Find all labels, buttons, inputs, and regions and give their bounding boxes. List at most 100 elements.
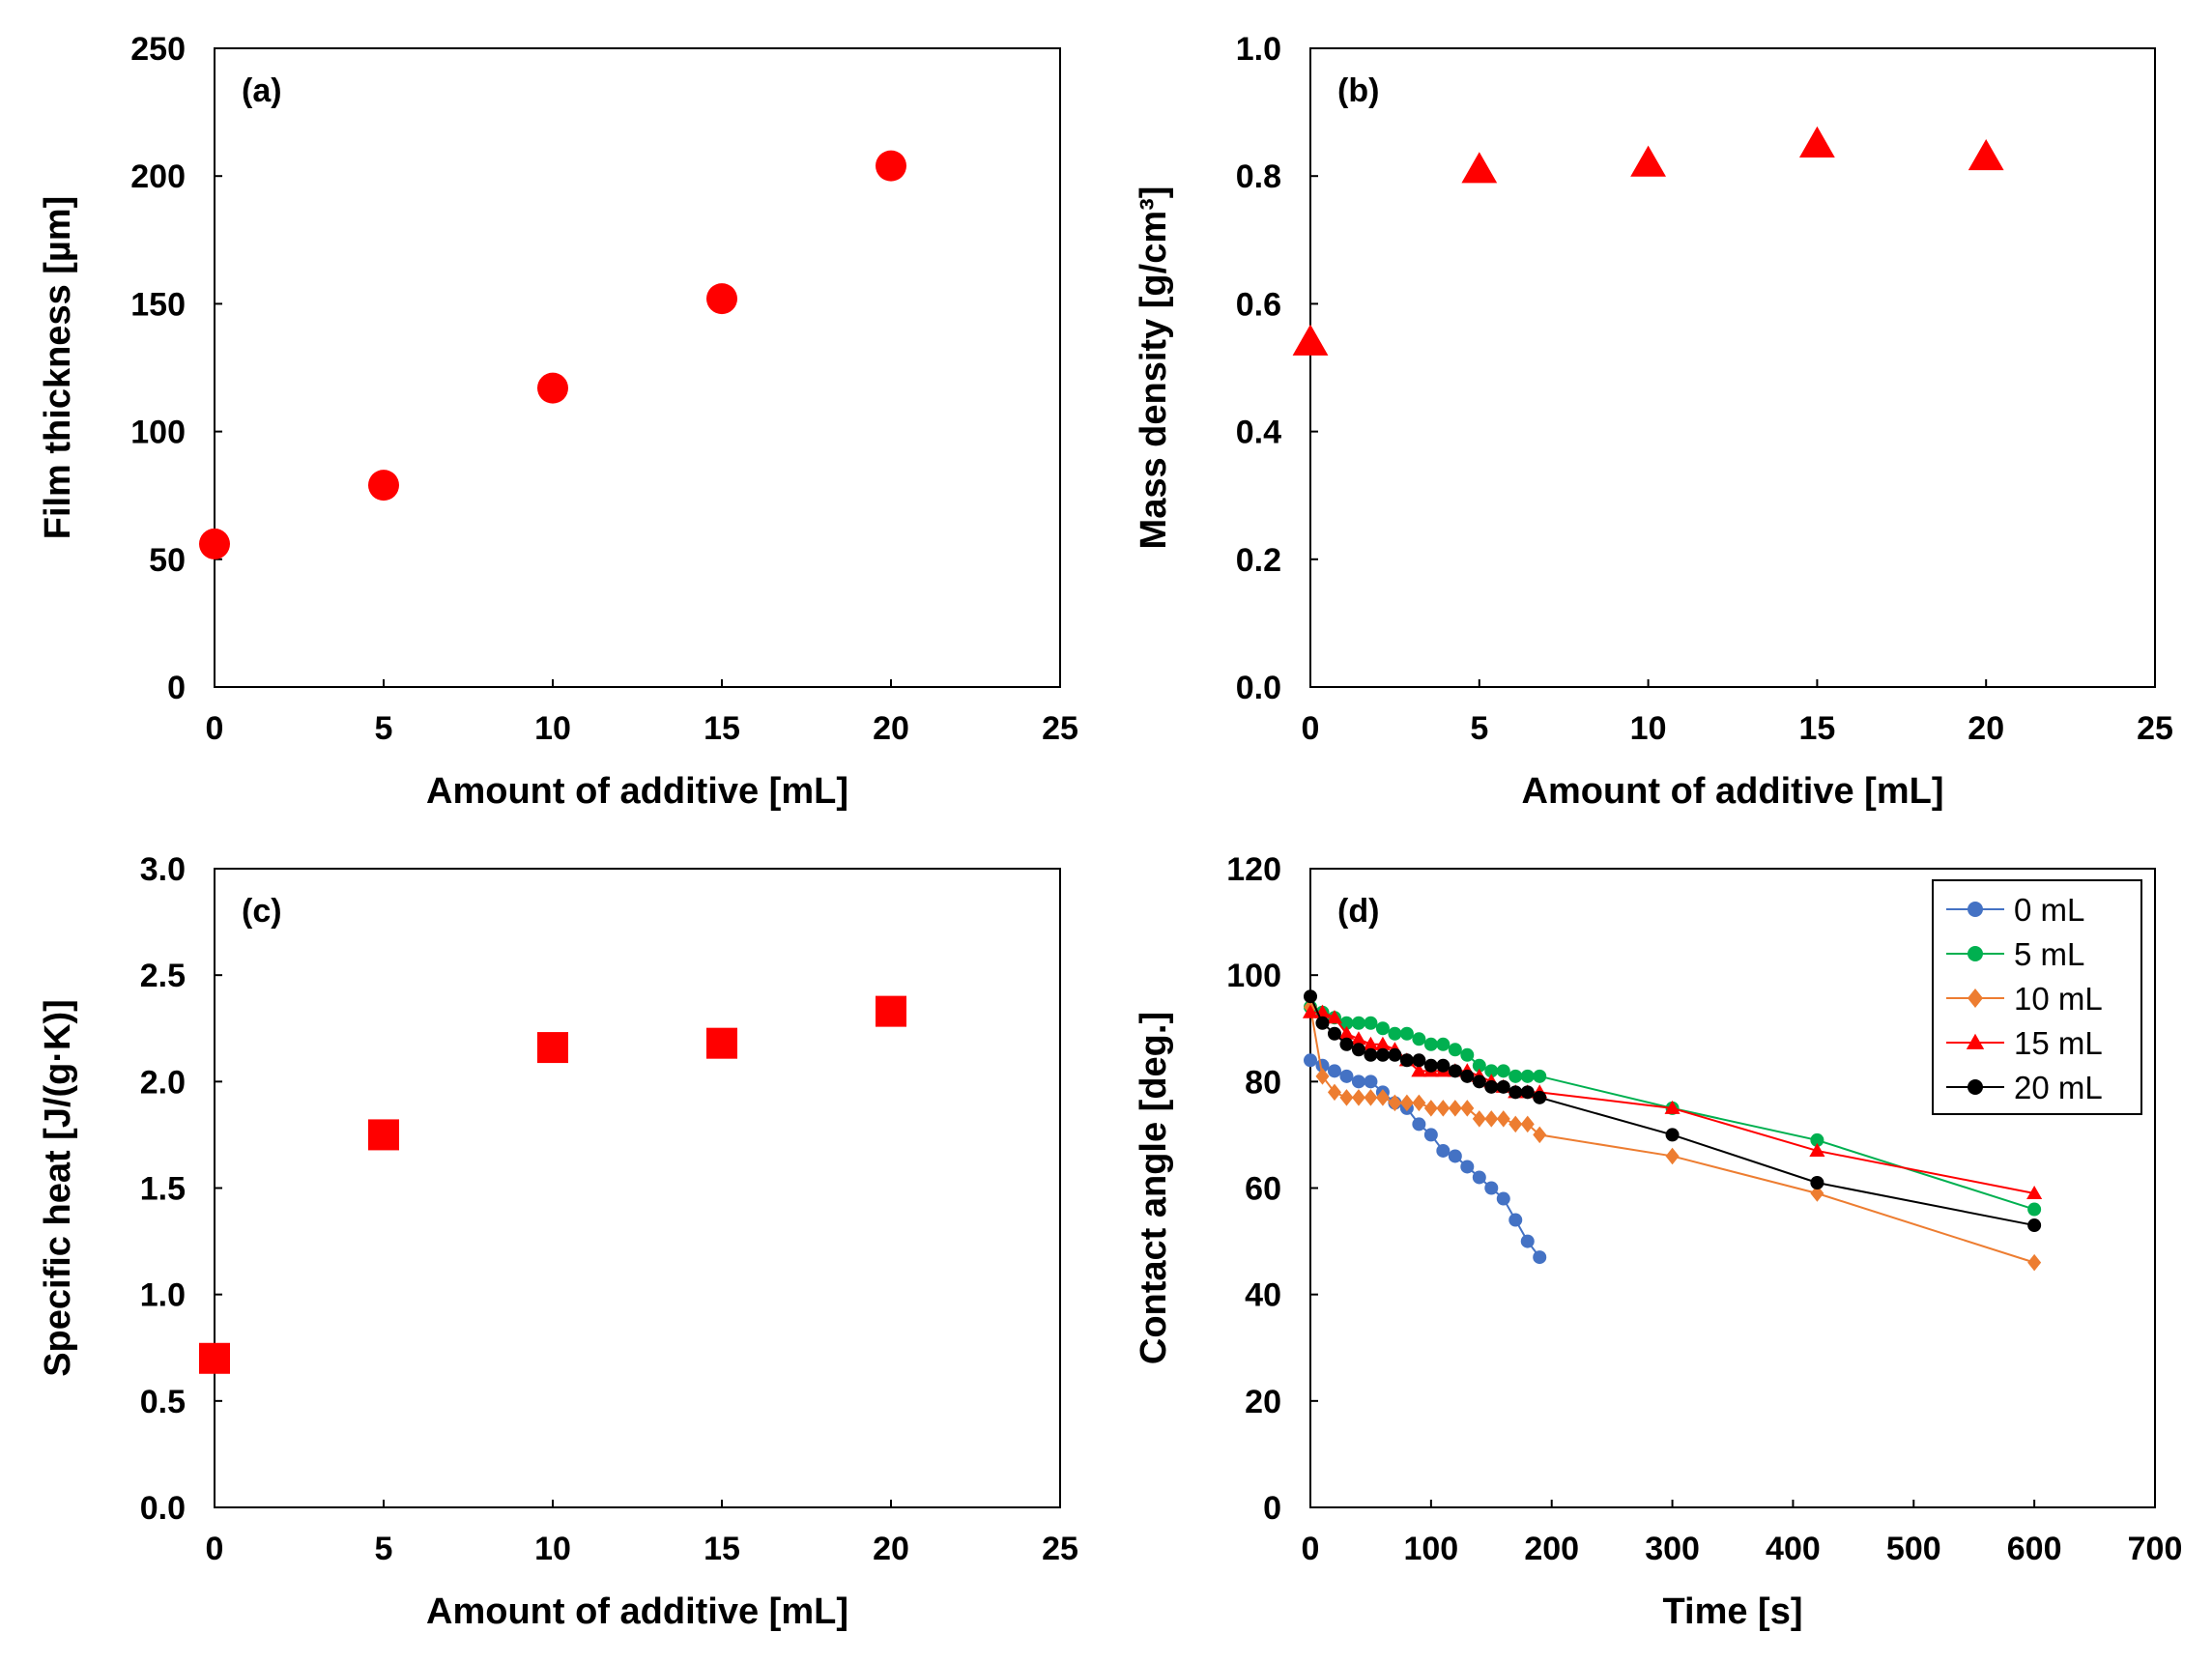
y-tick-label: 0 (1263, 1490, 1281, 1527)
data-point (1460, 1069, 1475, 1083)
data-point (1292, 324, 1329, 356)
y-tick-label: 200 (130, 158, 186, 195)
data-point (1351, 1075, 1365, 1089)
data-point (2027, 1218, 2042, 1233)
y-axis-title: Film thickness [µm] (38, 196, 78, 540)
data-point (1508, 1069, 1523, 1083)
y-tick-label: 3.0 (140, 851, 186, 888)
data-point (1327, 1064, 1341, 1078)
data-point (1520, 1085, 1535, 1100)
data-point (1533, 1126, 1547, 1144)
legend-label: 20 mL (2014, 1070, 2103, 1105)
data-point (1339, 1069, 1354, 1083)
x-tick-label: 20 (1968, 710, 2004, 747)
data-point (1412, 1053, 1426, 1068)
y-tick-label: 0.0 (1236, 670, 1281, 706)
data-point (876, 150, 906, 182)
data-point (1423, 1128, 1438, 1142)
data-point (1412, 1032, 1426, 1046)
data-point (1533, 1069, 1547, 1083)
x-tick-label: 25 (1042, 710, 1078, 747)
x-axis-title: Amount of additive [mL] (1522, 771, 1944, 812)
x-tick-label: 15 (704, 710, 740, 747)
legend-marker (1968, 902, 1983, 917)
panel-c: 0 5 10 15 20 25 0.0 0.5 1.0 1.5 2.0 2.5 3.0 Amount of… (38, 851, 1078, 1632)
legend-item: 0 mL (1946, 892, 2084, 928)
y-tick-label: 100 (1226, 958, 1281, 994)
y-axis-title: Specific heat [J/(g·K)] (38, 999, 78, 1377)
data-point (1315, 1068, 1330, 1085)
y-tick-label: 250 (130, 31, 186, 68)
data-point (1388, 1094, 1402, 1112)
data-point (1423, 1100, 1438, 1117)
series-20-ml (1304, 989, 2042, 1233)
data-point (1412, 1094, 1426, 1112)
data-point (1374, 1036, 1391, 1050)
data-point (1436, 1100, 1451, 1117)
data-point (1460, 1047, 1475, 1062)
data-point (1484, 1064, 1499, 1078)
y-tick-label: 0 (167, 670, 186, 706)
data-point (1496, 1079, 1510, 1094)
legend-marker (1968, 989, 1983, 1008)
data-point (1304, 989, 1317, 1004)
data-point (1496, 1191, 1510, 1206)
data-point (1338, 1025, 1355, 1040)
data-point (706, 283, 737, 315)
data-point (1304, 1053, 1317, 1068)
data-point (1351, 1089, 1365, 1106)
data-point (199, 528, 230, 559)
x-tick-label: 0 (206, 1531, 224, 1567)
y-tick-label: 50 (149, 542, 186, 579)
y-tick-label: 0.4 (1236, 415, 1281, 451)
y-tick-label: 60 (1245, 1171, 1281, 1208)
data-point (368, 470, 399, 501)
data-point (1399, 1094, 1414, 1112)
data-point (1423, 1058, 1438, 1073)
y-tick-label: 80 (1245, 1064, 1281, 1101)
data-point (1339, 1089, 1354, 1106)
data-point (1339, 1037, 1354, 1051)
data-point (1302, 1004, 1319, 1018)
data-point (1375, 1047, 1390, 1062)
x-tick-label: 15 (704, 1531, 740, 1567)
data-point (1339, 1016, 1354, 1030)
data-point (1520, 1234, 1535, 1248)
y-tick-label: 100 (130, 415, 186, 451)
x-tick-label: 25 (1042, 1531, 1078, 1567)
x-tick-label: 20 (873, 710, 909, 747)
x-tick-label: 5 (1470, 710, 1488, 747)
data-point (1436, 1037, 1451, 1051)
legend-label: 5 mL (2014, 936, 2084, 972)
data-point (1810, 1132, 1824, 1147)
y-tick-label: 40 (1245, 1277, 1281, 1314)
data-point (1350, 1031, 1366, 1046)
panel-d: 0 100 200 300 400 500 600 700 0 20 40 60 80 100 120 Tim… (1134, 851, 2182, 1632)
data-point (1327, 1083, 1341, 1102)
x-tick-label: 0 (1302, 710, 1320, 747)
x-tick-label: 300 (1645, 1531, 1700, 1567)
series-0-ml (1304, 1053, 1547, 1265)
data-point (1364, 1089, 1378, 1106)
y-tick-label: 2.0 (140, 1064, 186, 1101)
panel-b: 0 5 10 15 20 25 0.0 0.2 0.4 0.6 0.8 1.0 Amount of ad… (1134, 31, 2173, 812)
x-axis-title: Time [s] (1662, 1591, 1802, 1632)
data-point (1364, 1075, 1378, 1089)
data-point (1448, 1100, 1462, 1117)
data-point (1388, 1026, 1402, 1041)
y-tick-label: 150 (130, 286, 186, 323)
y-tick-label: 0.5 (140, 1384, 186, 1420)
data-point (1810, 1185, 1824, 1202)
data-point (2027, 1202, 2042, 1217)
legend-marker (1968, 946, 1983, 961)
data-point (1508, 1115, 1523, 1133)
legend-label: 15 mL (2014, 1025, 2103, 1061)
y-tick-label: 0.6 (1236, 286, 1281, 323)
series-specific-heat (199, 995, 906, 1374)
data-point (876, 995, 906, 1027)
data-point (1327, 1026, 1341, 1041)
x-tick-label: 5 (375, 710, 393, 747)
data-point (1388, 1047, 1402, 1062)
data-point (1665, 1147, 1680, 1165)
data-point (1399, 1053, 1414, 1068)
